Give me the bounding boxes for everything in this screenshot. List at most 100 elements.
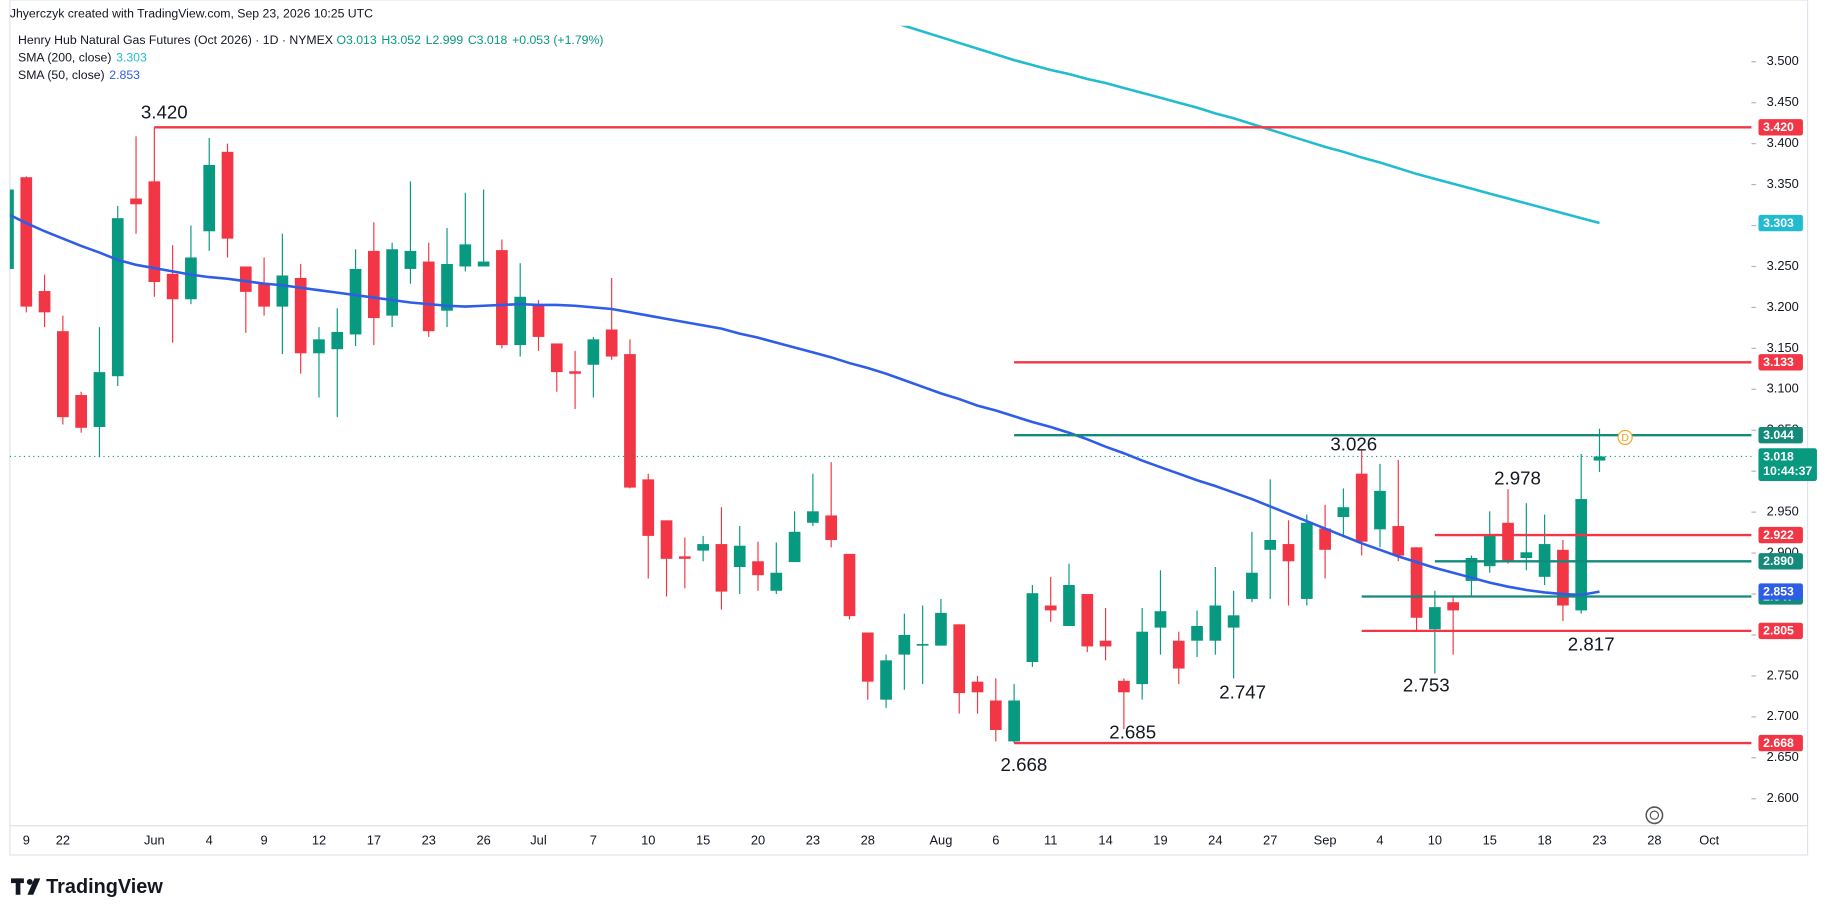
legend-high: H3.052 — [381, 33, 421, 47]
icon[interactable] — [1649, 810, 1660, 820]
candle-body — [1063, 585, 1075, 626]
y-tick-label: 3.450 — [1767, 94, 1799, 109]
candle-body — [916, 643, 929, 646]
y-tick-label: 2.950 — [1767, 504, 1799, 519]
candle-body — [1282, 544, 1295, 562]
price-box — [1758, 214, 1803, 232]
candle-body — [1319, 528, 1331, 550]
candle-body — [953, 624, 966, 694]
sma-line — [9, 213, 1600, 597]
x-tick-label: 15 — [696, 832, 710, 847]
candle-body — [788, 531, 801, 563]
x-tick-label: 17 — [367, 832, 381, 847]
candle-body — [861, 632, 874, 682]
candle-body — [1410, 547, 1423, 618]
candle-body — [752, 561, 764, 576]
candle-body — [1355, 473, 1368, 542]
annotation: 2.817 — [1568, 634, 1615, 655]
candle-body — [1483, 535, 1496, 567]
candle-body — [404, 250, 417, 269]
candle-body — [459, 244, 472, 267]
y-tick-label: 2.600 — [1767, 790, 1799, 805]
candle-body — [57, 331, 69, 418]
candle-body — [368, 250, 380, 319]
price-box — [1758, 583, 1803, 600]
x-tick-label: 7 — [590, 832, 597, 847]
candle-body — [1465, 557, 1478, 581]
candle-body — [1557, 549, 1569, 606]
price-box — [1758, 734, 1803, 752]
x-tick-label: 6 — [992, 832, 999, 847]
candle-body — [276, 275, 289, 307]
legend-low: L2.999 — [426, 33, 464, 47]
last-price-label: 3.018 — [1763, 449, 1794, 463]
plot-area — [9, 25, 1752, 745]
x-tick-label: 23 — [806, 832, 820, 847]
price-box — [1758, 553, 1803, 570]
candle-body — [1099, 640, 1112, 647]
candle-body — [898, 634, 911, 655]
annotation: 2.978 — [1494, 467, 1541, 488]
x-tick-label: 23 — [422, 832, 436, 847]
candle-body — [1118, 680, 1130, 693]
candle-body — [75, 395, 88, 428]
candle-body — [989, 700, 1002, 730]
x-tick-label: Oct — [1699, 832, 1719, 847]
candle-body — [1264, 539, 1277, 550]
candle-body — [185, 257, 197, 300]
candle-body — [660, 520, 673, 559]
candle-body — [221, 151, 234, 239]
candle-body — [313, 339, 325, 354]
candle-body — [935, 612, 947, 646]
candle-body — [1593, 456, 1606, 461]
icon[interactable] — [1645, 806, 1664, 825]
countdown: 10:44:37 — [1763, 464, 1812, 478]
y-tick-label: 3.150 — [1767, 340, 1799, 355]
candle-body — [111, 218, 124, 377]
candle-body — [587, 339, 600, 365]
annotation: 3.026 — [1330, 434, 1377, 455]
x-tick-label: 22 — [56, 832, 70, 847]
x-tick-label: 14 — [1098, 832, 1112, 847]
annotation: 2.747 — [1219, 682, 1266, 703]
candle-body — [9, 189, 14, 269]
candle-body — [770, 572, 783, 591]
candle-body — [1300, 522, 1313, 599]
candle-body — [349, 268, 362, 335]
annotation: 2.668 — [1001, 754, 1048, 775]
candle-body — [1227, 615, 1240, 628]
annotation: 2.753 — [1403, 675, 1450, 696]
candle-body — [258, 283, 270, 307]
price-box — [1758, 526, 1803, 544]
candle-body — [130, 198, 142, 205]
y-tick-label: 3.250 — [1767, 258, 1799, 273]
legend-symbol: Henry Hub Natural Gas Futures (Oct 2026)… — [18, 33, 603, 47]
x-tick-label: Jun — [144, 832, 165, 847]
x-tick-label: Sep — [1314, 832, 1337, 847]
candle-body — [1429, 607, 1441, 630]
candle-body — [1008, 700, 1020, 742]
candle-body — [843, 553, 856, 617]
candle-body — [605, 329, 618, 357]
x-tick-label: 12 — [312, 832, 326, 847]
candle-body — [807, 511, 819, 523]
x-tick-label: 28 — [1647, 832, 1661, 847]
candle-body — [1191, 625, 1203, 641]
candle-body — [624, 354, 636, 488]
price-box — [1758, 119, 1803, 136]
x-tick-label: 27 — [1263, 832, 1277, 847]
legend-sma50: SMA (50, close) 2.853 — [18, 68, 140, 82]
price-box-label: 2.890 — [1763, 554, 1794, 568]
candle-body — [294, 277, 307, 354]
candle-body — [880, 660, 892, 700]
candle-body — [1026, 593, 1039, 662]
legend-sma200: SMA (200, close) 3.303 — [18, 51, 147, 65]
candle-body — [550, 343, 563, 373]
credit: Jhyerczyk created with TradingView.com, … — [10, 6, 373, 20]
candle-body — [642, 479, 655, 536]
candle-body — [93, 372, 106, 427]
y-tick-label: 3.400 — [1767, 135, 1799, 150]
candle-body — [1502, 522, 1514, 562]
price-box — [1758, 354, 1803, 371]
